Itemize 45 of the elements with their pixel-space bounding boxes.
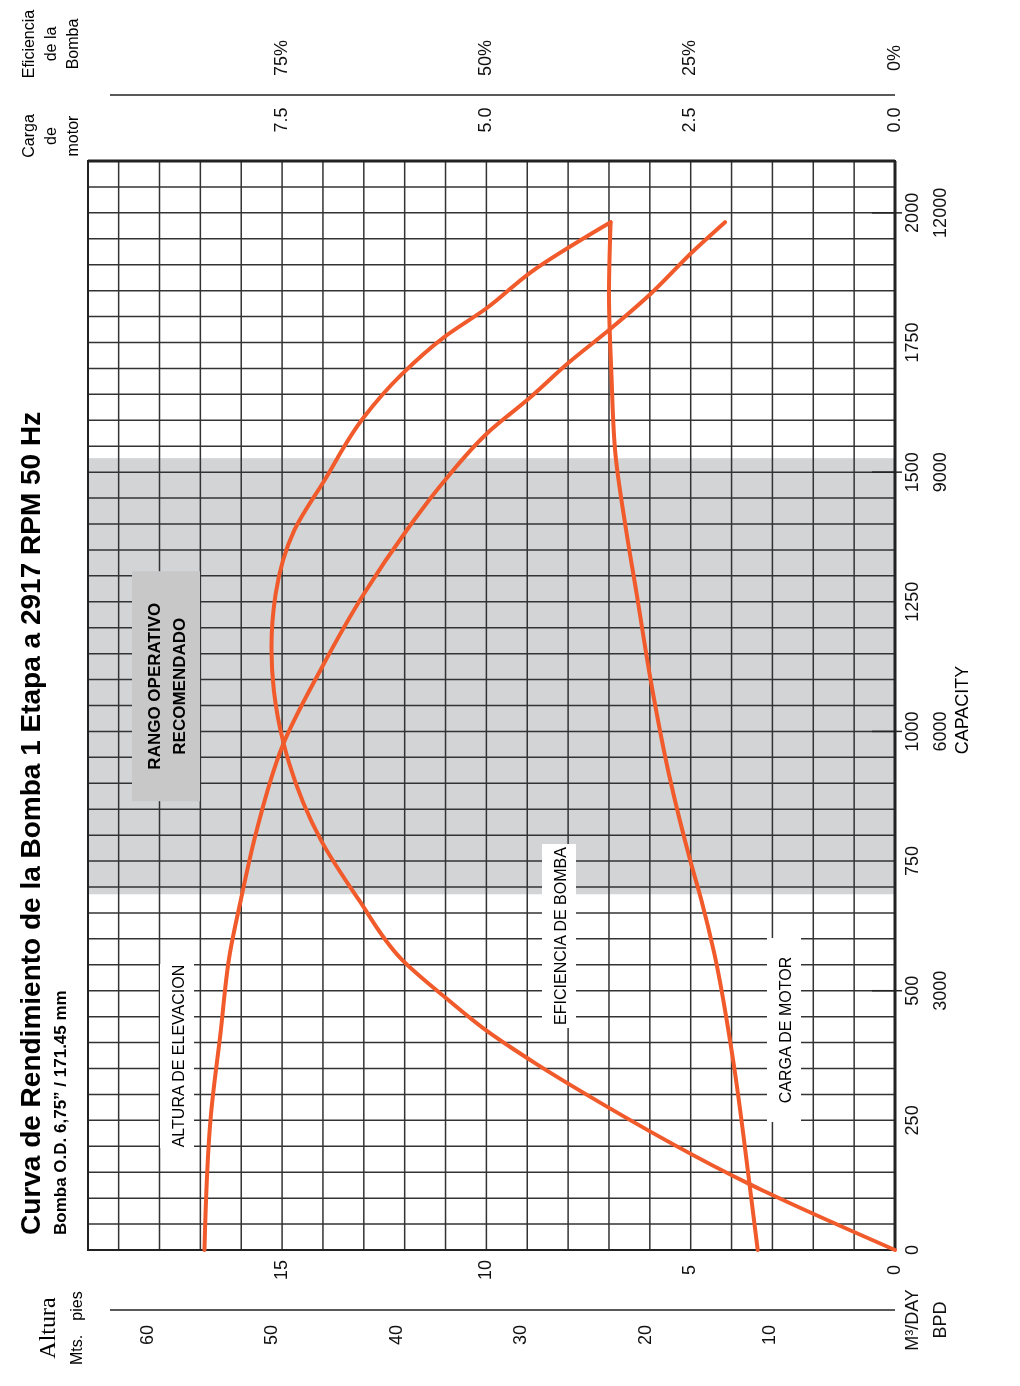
y-tick-label: 2000 xyxy=(902,192,922,233)
x-tick-label: 0.0 xyxy=(883,107,904,133)
y-axis-title: M³/DAY xyxy=(902,1289,922,1351)
text: Bomba O.D. 6,75” / 171.45 mm xyxy=(51,990,70,1235)
x2-tick-label: 50% xyxy=(475,39,496,77)
y2-tick-label: 9000 xyxy=(930,452,950,493)
text: ALTURA DE ELEVACION xyxy=(170,964,187,1148)
x2-tick-label: 20 xyxy=(634,1324,655,1346)
y2-tick-label: 3000 xyxy=(930,970,950,1011)
y-tick-label: 0 xyxy=(902,1244,922,1256)
text: Carga de motor xyxy=(20,114,81,158)
y-tick-label: 750 xyxy=(902,846,922,877)
x2-axis-title: Eficiencia de la Bomba xyxy=(20,9,81,79)
text: Curva de Rendimiento de la Bomba 1 Etapa a 2917 RPM 50 Hz xyxy=(15,411,46,1235)
x2-tick-label: 60 xyxy=(136,1324,157,1346)
text: CAPACITY xyxy=(952,665,972,755)
x2-tick-label: 25% xyxy=(679,39,700,77)
y-tick-label: 250 xyxy=(902,1105,922,1136)
y-tick-label: 500 xyxy=(902,975,922,1006)
x-tick-label: 0 xyxy=(883,1264,904,1276)
x-tick-label: 15 xyxy=(270,1259,291,1281)
x2-tick-label: 40 xyxy=(385,1324,406,1346)
y-tick-label: 1000 xyxy=(902,711,922,752)
y2-tick-label: 6000 xyxy=(930,711,950,752)
x2-tick-label: 50 xyxy=(261,1324,282,1346)
y2-axis-title: BPD xyxy=(930,1301,950,1339)
y2-tick-label: 12000 xyxy=(930,187,950,238)
x-tick-label: 2.5 xyxy=(679,107,700,133)
y-tick-label: 1750 xyxy=(902,322,922,363)
x2-tick-label: 10 xyxy=(759,1324,780,1346)
x2-axis-title: pies xyxy=(68,1291,85,1321)
band-label: RANGO OPERATIVO RECOMENDADO xyxy=(145,602,189,770)
text: EFICIENCIA DE BOMBA xyxy=(552,846,569,1025)
x-tick-label: 5.0 xyxy=(475,107,496,133)
x-tick-label: 7.5 xyxy=(270,107,291,133)
x2-tick-label: 0% xyxy=(883,44,904,72)
y-tick-label: 1500 xyxy=(902,452,922,493)
x2-tick-label: 75% xyxy=(270,39,291,77)
text: CARGA DE MOTOR xyxy=(777,956,794,1104)
text: Mts. xyxy=(68,1334,85,1366)
x2-tick-label: 30 xyxy=(510,1324,531,1346)
x-tick-label: 10 xyxy=(475,1259,496,1281)
text: Altura xyxy=(34,1297,60,1359)
x-tick-label: 5 xyxy=(679,1264,700,1276)
y-tick-label: 1250 xyxy=(902,581,922,622)
